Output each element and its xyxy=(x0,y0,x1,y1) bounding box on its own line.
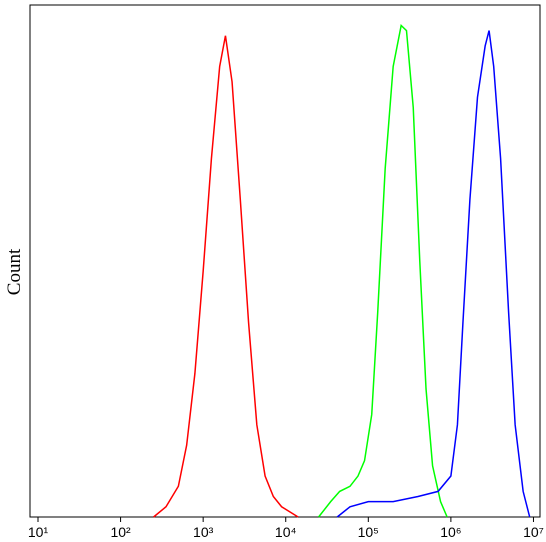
y-axis-label: Count xyxy=(4,248,25,295)
x-tick-label: 10⁷ xyxy=(523,524,544,540)
histogram-line xyxy=(318,23,448,518)
x-tick-label: 10² xyxy=(110,524,131,540)
x-tick-label: 10⁴ xyxy=(275,524,297,540)
x-tick-label: 10¹ xyxy=(28,524,49,540)
histogram-line xyxy=(153,35,299,518)
plot-frame xyxy=(29,4,541,518)
x-tick-label: 10⁶ xyxy=(440,524,461,540)
x-tick-label: 10⁵ xyxy=(358,524,379,540)
histogram-line xyxy=(336,30,531,518)
x-tick-label: 10³ xyxy=(193,524,214,540)
